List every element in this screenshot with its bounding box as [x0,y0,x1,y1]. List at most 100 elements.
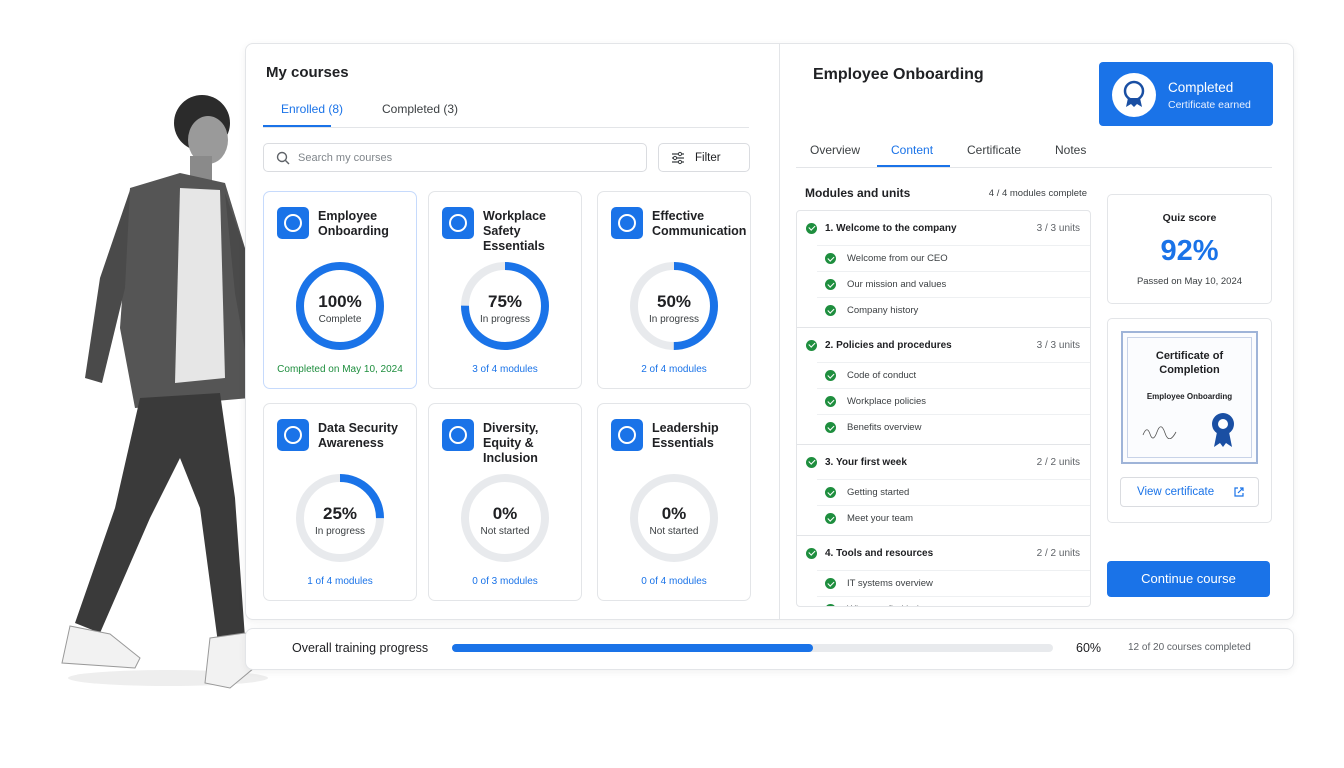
unit-row[interactable]: Our mission and values [817,271,1090,297]
module-count: 3 / 3 units [1036,222,1080,234]
tab-indicator [263,125,331,127]
badge-icon [1112,73,1156,117]
module-count: 2 / 2 units [1036,547,1080,559]
detail-tab[interactable]: Content [891,143,934,157]
ring-progress [630,262,718,350]
glyph-shape [284,426,302,444]
search-icon [276,151,290,165]
course-card[interactable]: Effective Communication 50% In progress 2 o… [597,191,751,389]
badge-title: Completed [1168,80,1234,95]
course-card[interactable]: Employee Onboarding 100% Complete Completed… [263,191,417,389]
search-box[interactable]: Search my courses [263,143,647,172]
overall-summary: 12 of 20 courses completed [1128,642,1251,653]
course-icon [277,419,309,451]
module-count: 3 / 3 units [1036,339,1080,351]
unit-title: IT systems overview [847,578,933,589]
ring-progress [461,262,549,350]
modules-heading: Modules and units [805,186,911,200]
unit-row[interactable]: Workplace policies [817,388,1090,414]
unit-row[interactable]: Meet your team [817,505,1090,531]
ring-track [630,474,718,562]
external-link-icon [1234,487,1244,497]
unit-row[interactable]: Company history [817,297,1090,323]
unit-row[interactable]: Code of conduct [817,362,1090,388]
certificate-course: Employee Onboarding [1146,392,1233,401]
module-header[interactable]: 4. Tools and resources 2 / 2 units [797,536,1090,570]
view-certificate-button[interactable]: View certificate [1120,477,1259,507]
unit-row[interactable]: Welcome from our CEO [817,245,1090,271]
overall-label: Overall training progress [292,641,429,655]
course-card[interactable]: Leadership Essentials 0% Not started 0 of 4… [597,403,751,601]
unit-title: Meet your team [847,513,913,524]
overall-bar [452,644,813,652]
unit-title: Workplace policies [847,396,927,407]
course-footer: 0 of 4 modules [641,576,707,587]
detail-tab[interactable]: Certificate [967,143,1022,157]
module-header[interactable]: 2. Policies and procedures 3 / 3 units [797,328,1090,362]
course-icon [442,207,474,239]
course-title: Leadership Essentials [652,421,719,450]
unit-row[interactable]: Where to find help [817,596,1090,606]
progress-status: In progress [479,314,531,325]
course-footer: 3 of 4 modules [472,364,538,375]
progress-ring [461,474,549,562]
certificate-title: Certificate of Completion [1155,350,1224,376]
course-icon [611,207,643,239]
unit-row[interactable]: Benefits overview [817,414,1090,440]
progress-status: In progress [648,314,700,325]
check-icon [825,396,836,407]
unit-title: Welcome from our CEO [847,253,948,264]
detail-title: Employee Onboarding [813,66,984,83]
modules-summary: 4 / 4 modules complete [988,188,1087,199]
unit-row[interactable]: Getting started [817,479,1090,505]
progress-percent: 25% [322,504,358,523]
completed-badge: Completed Certificate earned [1099,62,1273,126]
continue-button[interactable]: Continue course [1107,561,1270,597]
quiz-card: Quiz score 92% Passed on May 10, 2024 [1107,194,1272,304]
glyph-shape [449,214,467,232]
tab[interactable]: Completed (3) [382,102,459,116]
check-icon [825,370,836,381]
icon-glyph [618,426,636,444]
detail-tab[interactable]: Overview [810,143,861,157]
course-card[interactable]: Data Security Awareness 25% In progress 1 o… [263,403,417,601]
course-card[interactable]: Workplace Safety Essentials 75% In progres… [428,191,582,389]
detail-tab[interactable]: Notes [1055,143,1087,157]
icon-glyph [284,214,302,232]
module-header[interactable]: 1. Welcome to the company 3 / 3 units [797,211,1090,245]
progress-status: Complete [318,314,362,325]
unit-title: Getting started [847,487,910,498]
quiz-label: Quiz score [1162,212,1217,224]
glyph-shape [284,214,302,232]
module: 2. Policies and procedures 3 / 3 units Cod… [797,328,1090,445]
unit-title: Company history [847,305,919,316]
progress-percent: 100% [318,292,362,311]
course-icon [277,207,309,239]
filter-button[interactable]: Filter [658,143,750,172]
icon-glyph [449,426,467,444]
module: 1. Welcome to the company 3 / 3 units Welc… [797,211,1090,328]
check-icon [825,279,836,290]
progress-percent: 0% [661,504,687,523]
course-footer: 0 of 3 modules [472,576,538,587]
signature [1142,426,1177,439]
tab[interactable]: Enrolled (8) [281,102,344,116]
check-icon [825,604,836,606]
course-card[interactable]: Diversity, Equity & Inclusion 0% Not start… [428,403,582,601]
unit-row[interactable]: IT systems overview [817,570,1090,596]
tabs-divider [263,127,749,128]
modules-list: 1. Welcome to the company 3 / 3 units Welc… [796,210,1091,607]
course-title: Workplace Safety Essentials [483,209,546,253]
certificate-frame [1127,337,1252,458]
badge-subtitle: Certificate earned [1168,99,1251,111]
detail-tab-indicator [877,165,950,167]
filter-label: Filter [695,152,721,164]
course-icon [611,419,643,451]
module-title: 1. Welcome to the company [825,222,957,234]
filter-icon [672,151,684,165]
module-count: 2 / 2 units [1036,456,1080,468]
module-header[interactable]: 3. Your first week 2 / 2 units [797,445,1090,479]
unit-title: Where to find help [847,604,924,606]
ring-progress [296,474,384,562]
progress-status: In progress [314,526,366,537]
